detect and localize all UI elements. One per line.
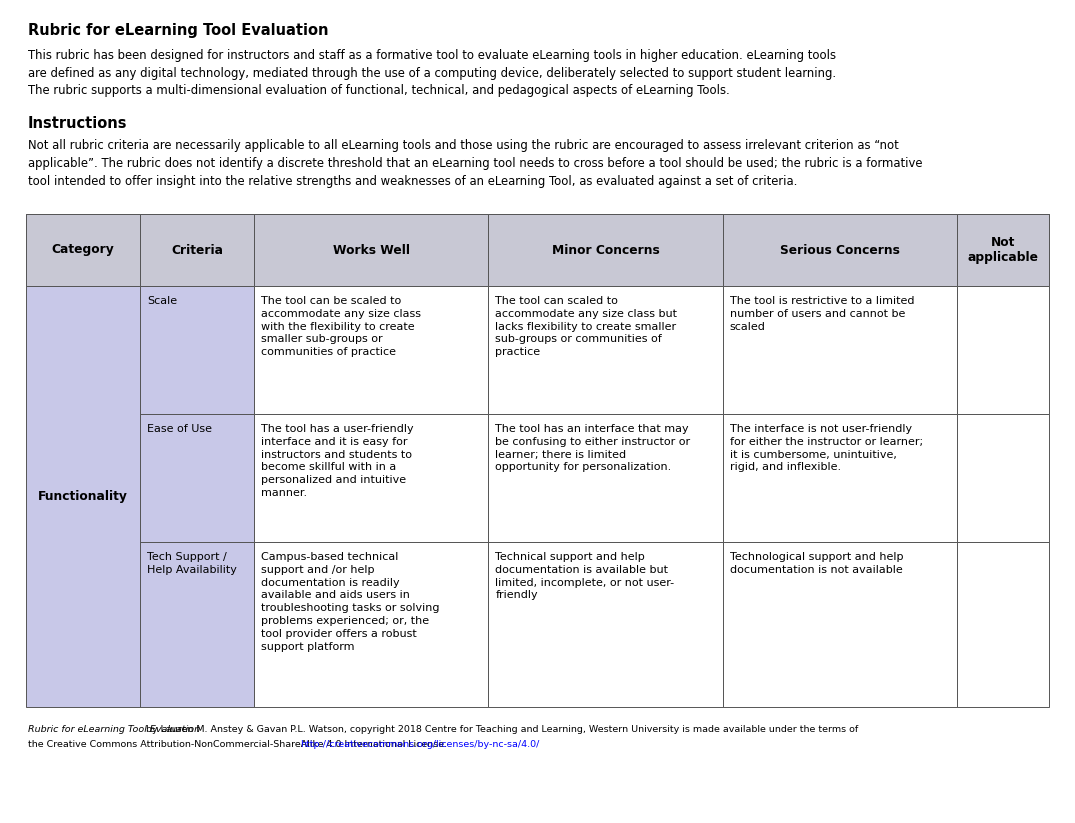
Bar xyxy=(722,414,958,542)
Text: applicable”. The rubric does not identify a discrete threshold that an eLearning: applicable”. The rubric does not identif… xyxy=(28,157,922,170)
Text: Instructions: Instructions xyxy=(28,117,128,132)
Text: Tech Support /
Help Availability: Tech Support / Help Availability xyxy=(147,552,236,574)
Bar xyxy=(254,414,488,542)
Bar xyxy=(488,414,722,542)
Bar xyxy=(140,414,254,542)
Bar xyxy=(140,542,254,707)
Text: The rubric supports a multi-dimensional evaluation of functional, technical, and: The rubric supports a multi-dimensional … xyxy=(28,84,730,97)
Text: http://creativecommons.org/licenses/by-nc-sa/4.0/: http://creativecommons.org/licenses/by-n… xyxy=(300,741,539,750)
Text: Rubric for eLearning Tool Evaluation: Rubric for eLearning Tool Evaluation xyxy=(28,725,200,734)
Text: The tool can scaled to
accommodate any size class but
lacks flexibility to creat: The tool can scaled to accommodate any s… xyxy=(496,296,677,357)
Bar xyxy=(488,542,722,707)
Bar xyxy=(26,214,140,286)
Text: Minor Concerns: Minor Concerns xyxy=(551,244,660,257)
Bar xyxy=(722,286,958,414)
Bar xyxy=(488,286,722,414)
Bar xyxy=(958,214,1049,286)
Text: Serious Concerns: Serious Concerns xyxy=(780,244,900,257)
Bar xyxy=(140,286,254,414)
Text: Campus-based technical
support and /or help
documentation is readily
available a: Campus-based technical support and /or h… xyxy=(261,552,440,652)
Text: Category: Category xyxy=(52,244,114,257)
Text: The tool has an interface that may
be confusing to either instructor or
learner;: The tool has an interface that may be co… xyxy=(496,424,690,472)
Text: Works Well: Works Well xyxy=(333,244,410,257)
Bar xyxy=(26,286,140,707)
Text: Not all rubric criteria are necessarily applicable to all eLearning tools and th: Not all rubric criteria are necessarily … xyxy=(28,140,899,152)
Text: Technical support and help
documentation is available but
limited, incomplete, o: Technical support and help documentation… xyxy=(496,552,675,601)
Text: The tool can be scaled to
accommodate any size class
with the flexibility to cre: The tool can be scaled to accommodate an… xyxy=(261,296,421,357)
Text: are defined as any digital technology, mediated through the use of a computing d: are defined as any digital technology, m… xyxy=(28,67,836,80)
Text: Scale: Scale xyxy=(147,296,177,306)
Text: the Creative Commons Attribution-NonCommercial-ShareAlike 4.0 International Lice: the Creative Commons Attribution-NonComm… xyxy=(28,741,450,750)
Bar xyxy=(958,542,1049,707)
Text: Rubric for eLearning Tool Evaluation: Rubric for eLearning Tool Evaluation xyxy=(28,23,329,38)
Text: Not
applicable: Not applicable xyxy=(968,235,1038,264)
Text: Criteria: Criteria xyxy=(171,244,223,257)
Text: tool intended to offer insight into the relative strengths and weaknesses of an : tool intended to offer insight into the … xyxy=(28,174,798,188)
Bar xyxy=(254,286,488,414)
Bar xyxy=(958,414,1049,542)
Text: The tool has a user-friendly
interface and it is easy for
instructors and studen: The tool has a user-friendly interface a… xyxy=(261,424,414,498)
Text: Ease of Use: Ease of Use xyxy=(147,424,212,434)
Bar xyxy=(26,214,1049,286)
Text: Technological support and help
documentation is not available: Technological support and help documenta… xyxy=(730,552,903,574)
Bar xyxy=(722,214,958,286)
Bar xyxy=(254,542,488,707)
Bar xyxy=(722,542,958,707)
Text: This rubric has been designed for instructors and staff as a formative tool to e: This rubric has been designed for instru… xyxy=(28,49,836,62)
Bar xyxy=(140,214,254,286)
Text: by Lauren M. Anstey & Gavan P.L. Watson, copyright 2018 Centre for Teaching and : by Lauren M. Anstey & Gavan P.L. Watson,… xyxy=(143,725,858,734)
Bar xyxy=(488,214,722,286)
Bar xyxy=(958,286,1049,414)
Text: The interface is not user-friendly
for either the instructor or learner;
it is c: The interface is not user-friendly for e… xyxy=(730,424,923,472)
Text: Functionality: Functionality xyxy=(38,490,128,503)
Bar xyxy=(254,214,488,286)
Text: The tool is restrictive to a limited
number of users and cannot be
scaled: The tool is restrictive to a limited num… xyxy=(730,296,915,332)
